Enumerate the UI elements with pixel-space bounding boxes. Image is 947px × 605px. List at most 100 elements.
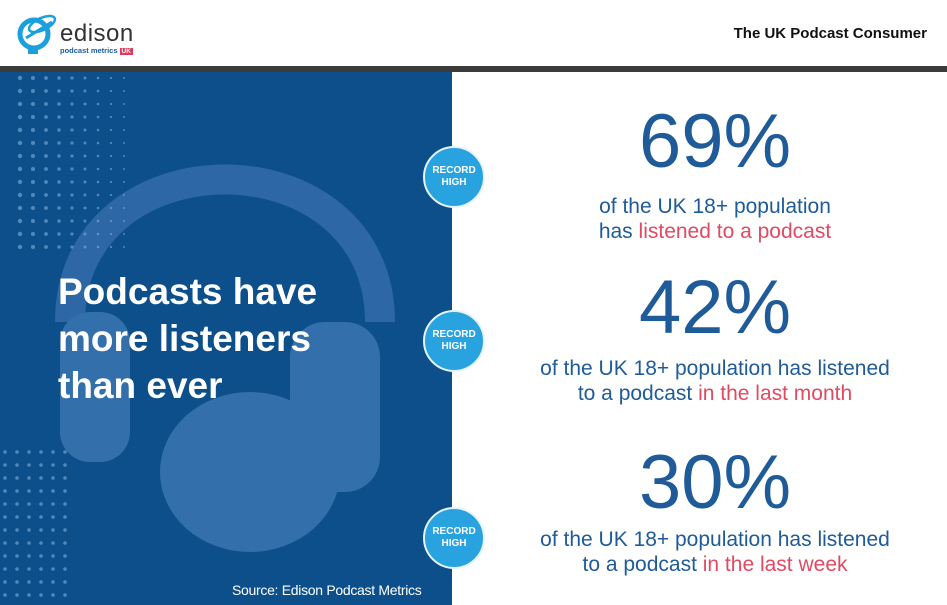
pattern-dot [57,245,61,249]
pattern-dot [17,75,23,81]
pattern-dot [57,89,61,93]
pattern-dot [27,450,31,454]
pattern-dot [96,193,100,197]
pattern-dot [83,76,87,80]
pattern-dot [3,450,7,454]
pattern-dot [63,515,67,519]
pattern-dot [15,463,19,467]
pattern-dot [3,515,7,519]
pattern-dot [83,141,87,145]
pattern-dot [96,206,100,210]
stat-description: of the UK 18+ population has listened to … [500,356,930,406]
pattern-dot [30,127,36,133]
pattern-dot [30,231,36,237]
pattern-dot [51,515,55,519]
pattern-dot [96,245,100,249]
pattern-dot [15,450,19,454]
pattern-dot [70,89,74,93]
pattern-dot [70,141,74,145]
pattern-dot [123,155,125,157]
pattern-dot [123,233,125,235]
pattern-dot [96,141,100,145]
pattern-dot [44,167,48,171]
pattern-dot [39,567,43,571]
badge-text: RECORD [432,165,476,176]
pattern-dot [63,567,67,571]
pattern-dot [44,128,48,132]
pattern-dot [15,554,19,558]
pattern-dot [15,476,19,480]
pattern-dot [30,88,36,94]
pattern-dot [109,76,113,80]
desc-highlight: in the last month [698,382,853,405]
pattern-dot [39,476,43,480]
badge-text: HIGH [441,538,467,549]
logo-uk-badge: UK [119,48,133,55]
pattern-dot [83,232,87,236]
pattern-dot [39,580,43,584]
pattern-dot [123,246,125,248]
pattern-dot [123,181,125,183]
pattern-dot [123,168,125,170]
pattern-dot [27,515,31,519]
pattern-dot [96,154,100,158]
pattern-dot [15,502,19,506]
pattern-dot [123,116,125,118]
pattern-dot [109,102,113,106]
pattern-dot [44,219,48,223]
pattern-dot [57,167,61,171]
desc-text: to a podcast [577,382,699,405]
pattern-dot [44,245,48,249]
source-note: Source: Edison Podcast Metrics [232,582,422,598]
pattern-dot [17,192,23,198]
pattern-dot [27,567,31,571]
pattern-dot [123,90,125,92]
stat-block: 69% of the UK 18+ population has listened… [500,102,930,244]
desc-text: has [598,220,639,243]
pattern-dot [70,102,74,106]
pattern-dot [57,115,61,119]
pattern-dot [15,580,19,584]
pattern-dot [17,153,23,159]
pattern-dot [30,114,36,120]
pattern-dot [44,206,48,210]
pattern-dot [30,205,36,211]
hero-panel: Podcasts have more listeners than ever S… [0,72,452,605]
pattern-dot [123,77,125,79]
pattern-dot [83,115,87,119]
pattern-dot [83,102,87,106]
pattern-dot [109,128,113,132]
pattern-dot [70,115,74,119]
pattern-dot [123,129,125,131]
pattern-dot [70,180,74,184]
stat-description: of the UK 18+ population has listened to … [500,527,930,577]
pattern-dot [63,476,67,480]
pattern-dot [109,206,113,210]
pattern-dot [39,489,43,493]
pattern-dot [39,541,43,545]
pattern-dot [96,180,100,184]
pattern-dot [70,76,74,80]
pattern-dot [3,593,7,597]
pattern-dot [96,76,100,80]
pattern-dot [39,450,43,454]
pattern-dot [51,567,55,571]
pattern-dot [39,554,43,558]
record-high-badge: RECORD HIGH [423,507,485,569]
pattern-dot [51,450,55,454]
pattern-dot [70,219,74,223]
pattern-dot [51,554,55,558]
pattern-dot [123,194,125,196]
badge-text: RECORD [432,526,476,537]
pattern-dot [51,580,55,584]
pattern-dot [109,167,113,171]
pattern-dot [3,541,7,545]
pattern-dot [57,76,61,80]
pattern-dot [15,541,19,545]
lightbulb-logo-icon [17,14,57,54]
pattern-dot [15,515,19,519]
pattern-dot [57,128,61,132]
pattern-dot [27,476,31,480]
pattern-dot [70,206,74,210]
pattern-dot [83,193,87,197]
